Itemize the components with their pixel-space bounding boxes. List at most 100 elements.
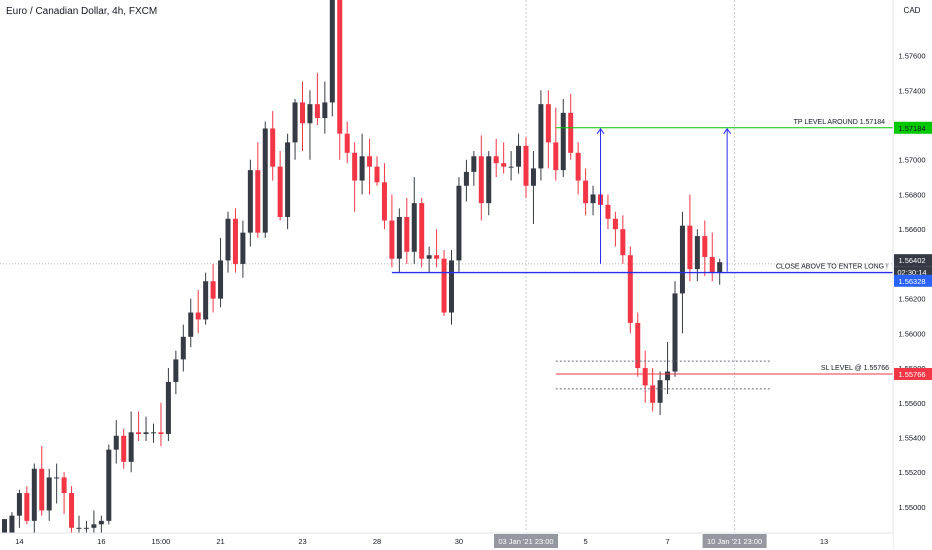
candle-body [486,156,492,204]
sl-label: SL LEVEL @ 1.55766 [821,365,889,372]
x-tick-label: 15:00 [152,537,171,546]
sl-price-tag-bg [894,367,932,380]
arrow-right-head [723,127,732,135]
candle-body [322,102,328,119]
candle-body [232,218,238,264]
time-tag-bg [494,534,558,548]
candle-body [672,293,678,372]
candle-body [560,112,566,171]
candle-body [46,477,52,511]
candle-body [106,449,112,521]
candle-body [203,281,209,320]
y-tick-label: 1.57000 [898,156,925,165]
candle-body [411,203,417,252]
x-tick-label: 16 [97,537,105,546]
candle-body [83,527,89,529]
candle-body [381,182,387,221]
countdown-tag: 02:30:14 [897,268,926,277]
arrow-left-head [596,127,605,135]
candle-body [359,156,365,181]
candle-body [24,493,30,521]
candle-body [270,128,276,167]
candle-body [69,493,75,528]
candle-body [508,166,514,168]
candle-body [463,171,469,186]
candle-body [717,262,723,273]
candle-body [76,527,82,529]
close-price-tag: 1.56328 [898,277,925,286]
candle-body [255,170,261,233]
entry-label: CLOSE ABOVE TO ENTER LONG ! [776,264,888,271]
candle-body [300,102,305,124]
candle-body [516,145,522,167]
candle-body [702,236,708,257]
candle-body [195,312,201,320]
candle-body [16,493,22,516]
candle-body [553,142,559,171]
chart-title: Euro / Canadian Dollar, 4h, FXCM [6,6,158,17]
candle-body [218,260,224,299]
candle-body [545,104,551,143]
tp-price-tag-bg [894,121,932,134]
last-price-tag: 1.56402 [898,256,925,265]
last-price-tag-bg [894,254,932,267]
candle-body [679,225,685,294]
candle-body [694,236,700,270]
candle-body [568,112,574,153]
x-tick-label: 28 [373,537,381,546]
candle-body [456,185,462,261]
y-tick-label: 1.55200 [898,468,925,477]
candle-body [113,435,119,450]
currency-label: CAD [904,6,921,15]
candle-body [441,258,447,313]
sl-price-tag: 1.55766 [898,370,925,379]
y-tick-label: 1.56200 [898,295,925,304]
candle-body [650,385,656,403]
candle-body [337,0,343,134]
candle-body [31,468,37,521]
candle-body [449,260,454,313]
candle-body [620,229,626,256]
candle-body [210,281,216,299]
y-tick-label: 1.57600 [898,52,925,61]
candle-body [709,256,715,273]
candles [2,0,723,533]
candle-body [307,104,313,124]
candle-body [173,359,179,382]
candle-body [419,203,425,259]
candle-body [389,220,395,259]
candle-body [352,152,358,181]
x-tick-label: 23 [298,537,306,546]
candle-body [530,168,536,186]
x-tick-label: 13 [820,537,828,546]
price-axis: CAD1.550001.552001.554001.556001.558001.… [892,0,932,550]
candle-body [575,152,581,181]
annotations: TP LEVEL AROUND 1.57184 CLOSE ABOVE TO EN… [391,119,893,390]
time-tag: 03 Jan '21 23:00 [498,537,553,546]
candle-body [590,194,596,204]
candle-body [39,468,45,511]
x-tick-label: 14 [15,537,23,546]
candle-body [404,217,410,252]
candle-body [657,380,663,403]
candle-body [538,104,544,169]
x-tick-label: 30 [455,537,463,546]
x-tick-label: 21 [216,537,224,546]
candle-body [247,170,253,233]
candle-body [225,218,231,261]
candle-body [329,0,335,103]
candle-body [262,128,268,233]
candle-body [642,368,648,386]
candle-body [54,477,60,479]
candle-body [136,432,142,435]
x-tick-label: 7 [665,537,669,546]
candle-body [396,217,402,259]
candle-body [344,133,350,153]
candle-body [158,432,164,435]
candle-body [426,255,432,259]
candle-body [151,432,156,434]
candle-body [61,477,67,494]
candle-body [277,166,283,218]
